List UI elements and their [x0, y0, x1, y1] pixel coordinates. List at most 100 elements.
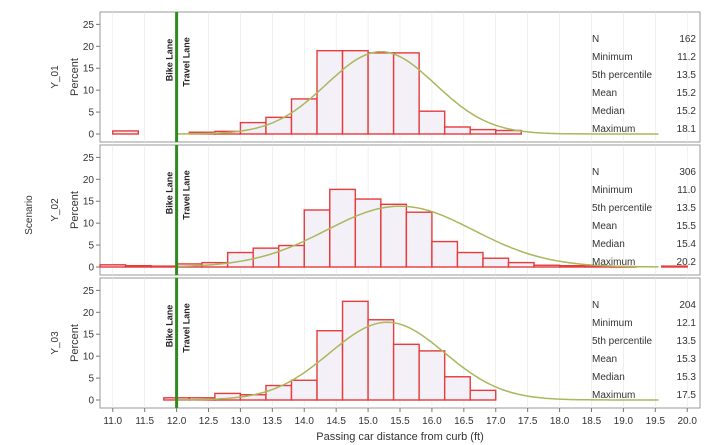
bike-lane-label: Bike Lane [165, 305, 175, 348]
y-tick-label: 15 [83, 197, 95, 208]
x-tick-label: 14.0 [295, 416, 315, 427]
stats-value: 15.3 [677, 372, 697, 383]
travel-lane-label: Travel Lane [182, 303, 192, 353]
x-tick-label: 11.0 [103, 416, 122, 427]
histogram-bar [392, 343, 420, 401]
stats-value: 162 [679, 34, 696, 45]
stats-value: 15.2 [677, 106, 697, 117]
y-tick-label: 5 [88, 108, 94, 119]
stats-label: N [592, 300, 599, 311]
y-tick-label: 25 [83, 286, 95, 297]
panel-y-03: 0 5 10 15 20 25 Percent Y_03 Bike Lane Travel Lan… [50, 277, 701, 409]
travel-lane-label: Travel Lane [182, 37, 192, 87]
histogram-bar [469, 389, 497, 401]
x-tick-label: 18.0 [550, 416, 570, 427]
stats-label: 5th percentile [592, 336, 652, 347]
x-axis-title: Passing car distance from curb (ft) [316, 431, 484, 443]
y-tick-label: 0 [88, 130, 94, 141]
x-tick-label: 13.0 [231, 416, 251, 427]
y-tick-label: 5 [88, 241, 94, 252]
bike-lane-label: Bike Lane [165, 172, 175, 215]
histogram-bar [329, 188, 357, 268]
stats-value: 204 [679, 300, 696, 311]
histogram-bar [443, 376, 471, 401]
histogram-bar [124, 264, 152, 268]
bike-lane-label: Bike Lane [165, 39, 175, 82]
panel-label: Y_03 [50, 331, 61, 355]
histogram-bar [341, 49, 369, 135]
histogram-bar [367, 319, 395, 401]
stats-label: Minimum [592, 318, 633, 329]
stats-label: Median [592, 106, 625, 117]
histogram-bar [380, 203, 408, 268]
x-tick-label: 19.0 [614, 416, 634, 427]
histogram-bar [533, 264, 561, 268]
y-tick-label: 10 [83, 219, 95, 230]
x-tick-label: 12.5 [199, 416, 219, 427]
x-tick-label: 11.5 [135, 416, 154, 427]
stats-value: 306 [679, 167, 696, 178]
stats-label: Median [592, 239, 625, 250]
stats-value: 17.5 [677, 390, 697, 401]
stats-label: Median [592, 372, 625, 383]
x-tick-label: 13.5 [263, 416, 283, 427]
histogram-bar [112, 130, 139, 135]
x-tick-label: 19.5 [646, 416, 666, 427]
stats-value: 20.2 [677, 257, 697, 268]
x-tick-label: 14.5 [326, 416, 346, 427]
x-tick-label: 15.0 [358, 416, 378, 427]
y-tick-label: 20 [83, 308, 95, 319]
stats-label: 5th percentile [592, 203, 652, 214]
stats-label: Mean [592, 354, 617, 365]
stats-label: Maximum [592, 124, 635, 135]
y-tick-label: 20 [83, 42, 95, 53]
stats-value: 18.1 [677, 124, 697, 135]
x-tick-label: 17.0 [486, 416, 506, 427]
y-tick-label: 10 [83, 352, 95, 363]
stats-value: 13.5 [677, 70, 697, 81]
histogram-bar [99, 264, 127, 268]
stats-label: Maximum [592, 390, 635, 401]
x-tick-label: 12.0 [167, 416, 187, 427]
histogram-bar [290, 379, 318, 401]
y-tick-label: 0 [88, 396, 94, 407]
stats-value: 13.5 [677, 336, 697, 347]
histogram-bar [316, 330, 344, 401]
histogram-bar [316, 49, 344, 135]
normal-fit-curve [176, 50, 659, 135]
histogram-bar [150, 265, 178, 268]
stats-label: N [592, 34, 599, 45]
y-axis-title: Percent [69, 58, 81, 96]
normal-fit-curve [176, 321, 659, 401]
x-tick-label: 17.5 [518, 416, 538, 427]
histogram-bar [341, 300, 369, 401]
stats-label: Minimum [592, 185, 633, 196]
histogram-bar [431, 240, 459, 268]
histogram-bar [661, 265, 688, 268]
stats-label: Mean [592, 221, 617, 232]
histogram-bar [418, 350, 446, 401]
histogram-bar [495, 129, 522, 135]
y-tick-label: 10 [83, 86, 95, 97]
histogram-bar [443, 126, 471, 135]
y-axis-title: Percent [69, 324, 81, 362]
y-tick-label: 15 [83, 330, 95, 341]
stats-value: 12.1 [677, 318, 697, 329]
travel-lane-label: Travel Lane [182, 170, 192, 220]
panel-y-01: 0 5 10 15 20 25 Percent Y_01 Bike Lane Travel Lan… [50, 11, 701, 143]
stats-value: 15.4 [677, 239, 697, 250]
y-tick-label: 25 [83, 20, 95, 31]
stats-value: 15.3 [677, 354, 697, 365]
stats-value: 13.5 [677, 203, 697, 214]
histogram-bar [558, 264, 586, 268]
scenario-axis-title: Scenario [24, 195, 35, 235]
stats-label: Maximum [592, 257, 635, 268]
stats-value: 15.2 [677, 88, 697, 99]
histogram-bar [469, 128, 497, 135]
stats-value: 15.5 [677, 221, 697, 232]
histogram-bar [482, 257, 510, 268]
y-tick-label: 25 [83, 153, 95, 164]
histogram-bar [405, 211, 433, 268]
y-tick-label: 0 [88, 263, 94, 274]
x-tick-label: 18.5 [582, 416, 602, 427]
